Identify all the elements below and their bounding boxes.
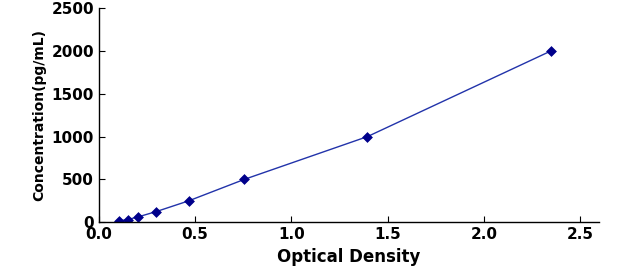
Point	[114, 219, 124, 223]
Point	[184, 199, 193, 203]
Point	[151, 209, 161, 214]
Point	[133, 215, 143, 219]
Point	[123, 217, 133, 222]
Point	[239, 177, 249, 182]
Point	[546, 49, 556, 53]
Y-axis label: Concentration(pg/mL): Concentration(pg/mL)	[32, 29, 46, 201]
X-axis label: Optical Density: Optical Density	[277, 248, 421, 266]
Point	[363, 134, 373, 139]
